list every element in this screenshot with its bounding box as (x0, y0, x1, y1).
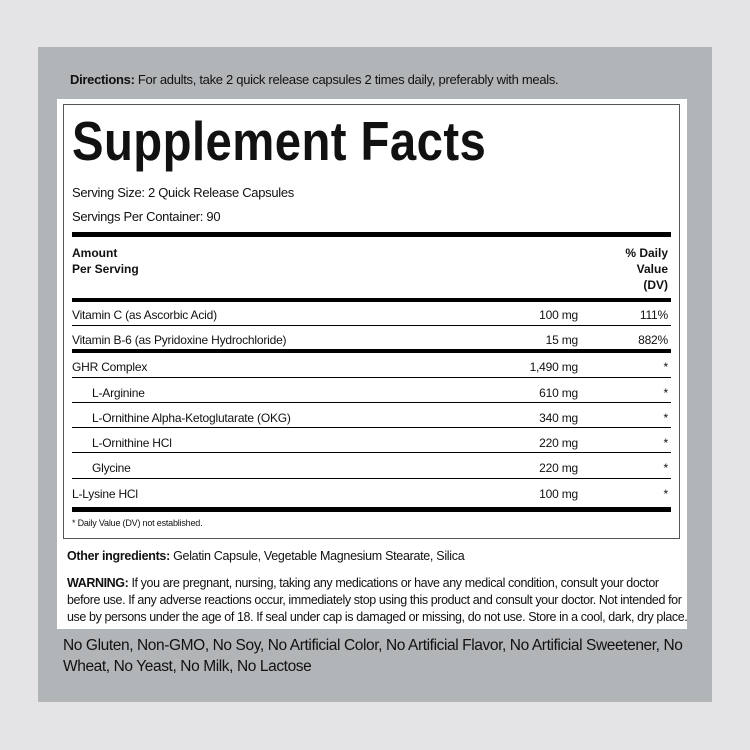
ingredient-name: L-Ornithine HCl (92, 436, 172, 450)
dv-header-3: (DV) (643, 278, 668, 292)
dv-header: % Daily Value (DV) (625, 245, 668, 293)
divider (72, 298, 671, 302)
ingredient-dv: * (663, 360, 669, 374)
table-row: Vitamin C (as Ascorbic Acid) 100 mg 111% (72, 303, 668, 328)
ingredient-name: L-Lysine HCl (72, 487, 138, 501)
other-ingredients-text: Gelatin Capsule, Vegetable Magnesium Ste… (169, 549, 465, 563)
ingredient-amount: 610 mg (539, 386, 578, 400)
table-header: Amount Per Serving % Daily Value (DV) (72, 245, 668, 292)
table-row: L-Arginine 610 mg * (72, 381, 668, 406)
divider (72, 232, 671, 237)
table-row: L-Ornithine HCl 220 mg * (72, 431, 668, 456)
divider (72, 507, 671, 512)
warning-text: If you are pregnant, nursing, taking any… (67, 576, 688, 624)
amount-header: Amount Per Serving (72, 245, 668, 277)
ingredient-dv: * (663, 386, 669, 400)
table-row: L-Ornithine Alpha-Ketoglutarate (OKG) 340… (72, 406, 668, 431)
ingredient-name: L-Arginine (92, 386, 145, 400)
table-row: Glycine 220 mg * (72, 456, 668, 481)
directions: Directions: For adults, take 2 quick rel… (70, 72, 559, 87)
serving-size: Serving Size: 2 Quick Release Capsules (72, 185, 294, 200)
row-divider (72, 427, 671, 428)
free-from-list: No Gluten, Non-GMO, No Soy, No Artificia… (63, 637, 683, 675)
other-ingredients: Other ingredients: Gelatin Capsule, Vege… (67, 549, 465, 563)
ingredient-dv: * (663, 436, 669, 450)
ingredient-dv: 111% (639, 308, 668, 322)
ingredient-dv: 882% (638, 333, 668, 347)
dv-header-1: % Daily (625, 246, 668, 260)
table-row: GHR Complex 1,490 mg * (72, 355, 668, 380)
ingredient-name: Vitamin C (as Ascorbic Acid) (72, 308, 217, 322)
table-row: Vitamin B-6 (as Pyridoxine Hydrochloride… (72, 328, 668, 353)
amount-header-2: Per Serving (72, 262, 139, 276)
ingredient-name: Glycine (92, 461, 131, 475)
ingredient-name: Vitamin B-6 (as Pyridoxine Hydrochloride… (72, 333, 287, 347)
warning-label: WARNING: (67, 576, 129, 590)
ingredient-dv: * (663, 461, 669, 475)
row-divider (72, 402, 671, 403)
ingredient-amount: 15 mg (545, 333, 579, 347)
dv-header-2: Value (636, 262, 668, 276)
ingredient-amount: 1,490 mg (529, 360, 579, 374)
row-divider (72, 325, 671, 326)
ingredient-amount: 100 mg (539, 308, 578, 322)
row-divider (72, 478, 671, 479)
facts-background (57, 99, 687, 629)
row-divider (72, 452, 671, 453)
warning: WARNING: If you are pregnant, nursing, t… (67, 575, 693, 626)
ingredient-amount: 100 mg (539, 487, 578, 501)
directions-text: For adults, take 2 quick release capsule… (134, 72, 559, 87)
table-row: L-Lysine HCl 100 mg * (72, 482, 668, 507)
row-divider (72, 349, 671, 353)
ingredient-dv: * (663, 411, 669, 425)
ingredient-name: GHR Complex (72, 360, 148, 374)
footnote: * Daily Value (DV) not established. (72, 518, 203, 528)
other-ingredients-label: Other ingredients: (67, 549, 170, 563)
servings-per-container: Servings Per Container: 90 (72, 209, 221, 224)
ingredient-name: L-Ornithine Alpha-Ketoglutarate (OKG) (92, 411, 291, 425)
row-divider (72, 377, 671, 378)
ingredient-amount: 220 mg (539, 436, 578, 450)
ingredient-amount: 340 mg (539, 411, 578, 425)
supplement-facts-box: Supplement Facts Serving Size: 2 Quick R… (63, 104, 680, 539)
directions-label: Directions: (70, 72, 135, 87)
ingredient-dv: * (663, 487, 669, 501)
ingredient-amount: 220 mg (539, 461, 578, 475)
amount-header-1: Amount (72, 246, 118, 260)
lower-text: WARNING: If you are pregnant, nursing, t… (63, 575, 703, 677)
facts-title: Supplement Facts (72, 110, 487, 172)
